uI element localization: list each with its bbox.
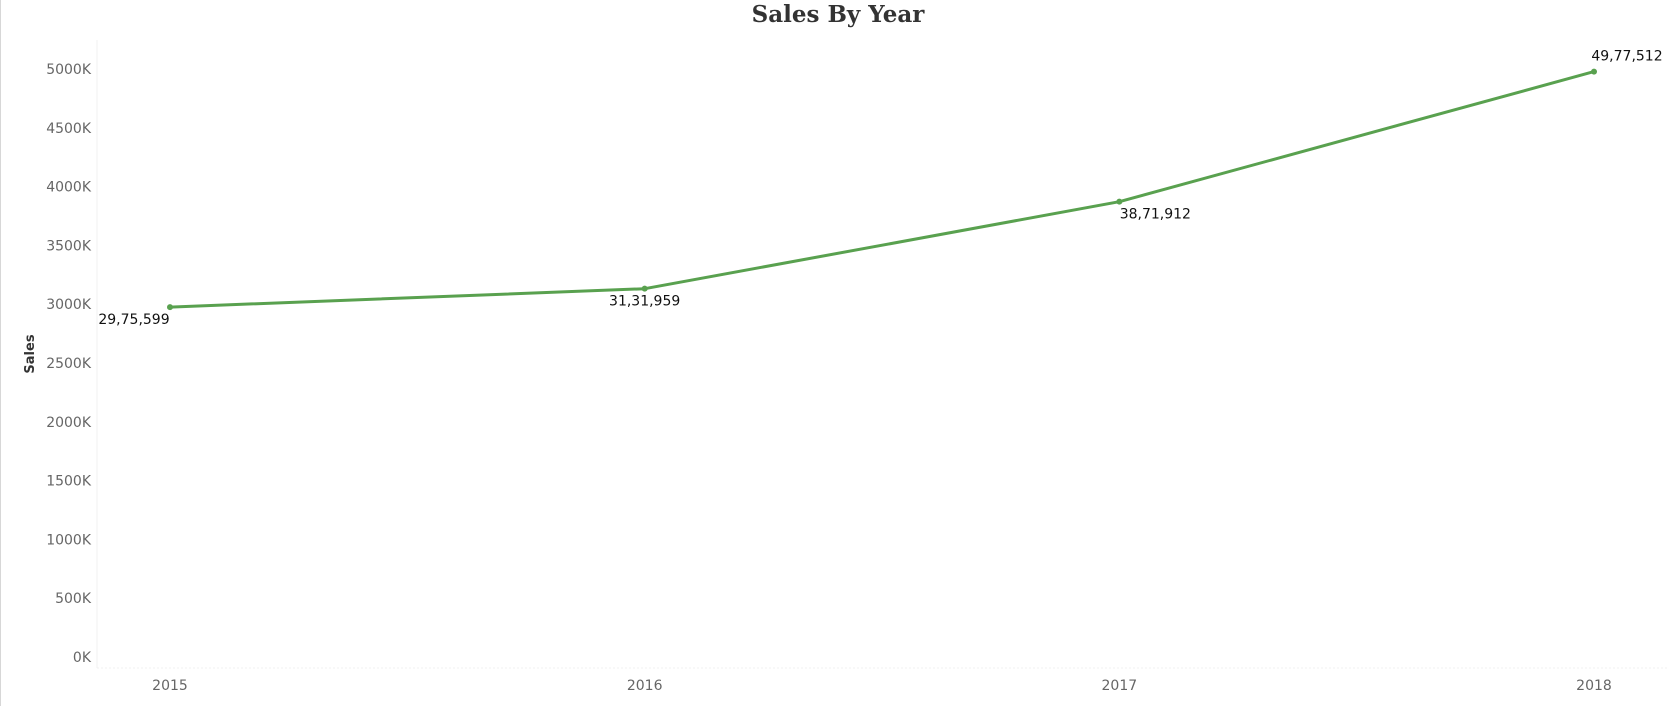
y-axis-title: Sales — [23, 334, 38, 373]
y-tick-label: 2000K — [46, 415, 92, 431]
y-axis: 0K 500K 1000K 1500K 2000K 2500K 3000K 3500K 4000… — [23, 40, 98, 668]
x-tick-label: 2016 — [627, 678, 663, 694]
x-axis: 2015 2016 2017 2018 — [97, 667, 1668, 694]
y-tick-label: 3500K — [46, 238, 92, 254]
x-tick-label: 2017 — [1102, 678, 1138, 694]
y-tick-label: 5000K — [46, 62, 92, 78]
left-border — [0, 0, 1, 706]
y-tick-label: 4000K — [46, 180, 92, 196]
data-label: 31,31,959 — [609, 294, 680, 310]
y-tick-label: 0K — [73, 650, 92, 666]
data-point — [1116, 198, 1123, 205]
y-tick-label: 2500K — [46, 356, 92, 372]
y-tick-label: 1500K — [46, 474, 92, 490]
data-point — [1591, 68, 1597, 75]
data-labels: 29,75,599 31,31,959 38,71,912 49,77,512 — [98, 49, 1662, 328]
data-label: 29,75,599 — [98, 312, 169, 328]
x-tick-label: 2015 — [152, 678, 188, 694]
data-label: 49,77,512 — [1591, 49, 1662, 65]
y-tick-label: 1000K — [46, 532, 92, 548]
y-tick-label: 3000K — [46, 297, 92, 313]
y-tick-label: 4500K — [46, 121, 92, 137]
data-point — [167, 304, 173, 311]
y-tick-label: 500K — [55, 591, 92, 607]
chart-title: Sales By Year — [751, 1, 925, 28]
data-label: 38,71,912 — [1120, 207, 1191, 223]
series-line — [168, 70, 1596, 309]
plot-area — [167, 68, 1597, 311]
x-tick-label: 2018 — [1576, 678, 1612, 694]
data-point — [641, 285, 648, 292]
